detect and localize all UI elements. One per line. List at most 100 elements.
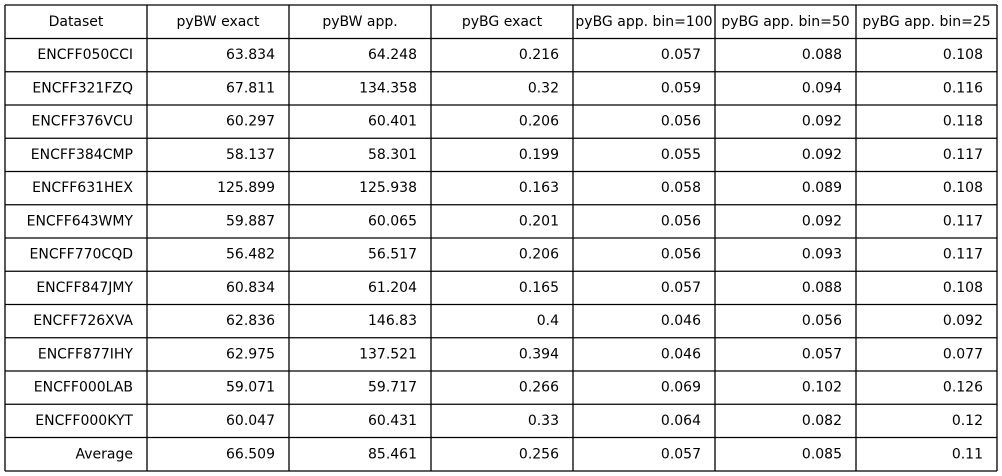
header-cell: pyBG app. bin=25: [862, 14, 990, 30]
data-cell: 0.092: [802, 213, 842, 229]
data-cell: 60.431: [368, 413, 417, 429]
data-cell: 0.33: [528, 413, 559, 429]
row-label-cell: ENCFF376VCU: [31, 114, 133, 130]
data-cell: 63.834: [226, 47, 275, 63]
data-cell: 0.056: [661, 114, 701, 130]
data-cell: 0.064: [661, 413, 701, 429]
data-cell: 60.065: [368, 213, 417, 229]
data-cell: 56.482: [226, 247, 275, 263]
data-cell: 0.256: [519, 446, 559, 462]
data-cell: 0.057: [661, 280, 701, 296]
data-cell: 0.092: [802, 147, 842, 163]
row-label-cell: ENCFF726XVA: [33, 313, 133, 329]
table-text: Dataset pyBW exact pyBW app. pyBG exact pyBG…: [27, 14, 991, 463]
data-cell: 60.834: [226, 280, 275, 296]
data-cell: 59.887: [226, 213, 275, 229]
data-cell: 0.126: [943, 380, 983, 396]
data-cell: 60.297: [226, 114, 275, 130]
data-cell: 0.093: [802, 247, 842, 263]
header-cell: pyBW exact: [177, 14, 260, 30]
data-cell: 134.358: [359, 80, 417, 96]
data-cell: 0.077: [943, 346, 983, 362]
data-cell: 0.165: [519, 280, 559, 296]
data-cell: 0.057: [661, 47, 701, 63]
row-label-cell: ENCFF000LAB: [34, 380, 133, 396]
data-cell: 0.206: [519, 247, 559, 263]
data-cell: 0.055: [661, 147, 701, 163]
data-cell: 67.811: [226, 80, 275, 96]
data-cell: 0.266: [519, 380, 559, 396]
data-cell: 0.199: [519, 147, 559, 163]
data-cell: 0.12: [952, 413, 983, 429]
data-cell: 0.117: [943, 247, 983, 263]
data-cell: 59.071: [226, 380, 275, 396]
data-cell: 0.11: [952, 446, 983, 462]
data-cell: 66.509: [226, 446, 275, 462]
data-cell: 85.461: [368, 446, 417, 462]
data-cell: 0.201: [519, 213, 559, 229]
row-label-cell: ENCFF321FZQ: [32, 80, 133, 96]
header-cell: Dataset: [49, 14, 104, 30]
row-label-cell: ENCFF050CCI: [37, 47, 133, 63]
data-cell: 0.088: [802, 280, 842, 296]
data-cell: 0.057: [802, 346, 842, 362]
data-cell: 59.717: [368, 380, 417, 396]
data-cell: 0.092: [943, 313, 983, 329]
data-cell: 0.046: [661, 346, 701, 362]
data-cell: 146.83: [368, 313, 417, 329]
data-cell: 0.163: [519, 180, 559, 196]
row-label-cell: ENCFF000KYT: [35, 413, 133, 429]
data-cell: 0.057: [661, 446, 701, 462]
data-cell: 56.517: [368, 247, 417, 263]
data-cell: 0.085: [802, 446, 842, 462]
data-cell: 61.204: [368, 280, 417, 296]
row-label-cell: Average: [76, 446, 134, 462]
data-cell: 58.137: [226, 147, 275, 163]
data-cell: 0.206: [519, 114, 559, 130]
data-cell: 0.058: [661, 180, 701, 196]
table-grid: [4, 4, 998, 472]
data-cell: 0.059: [661, 80, 701, 96]
data-cell: 0.102: [802, 380, 842, 396]
row-label-cell: ENCFF847JMY: [36, 280, 133, 296]
data-cell: 0.069: [661, 380, 701, 396]
header-cell: pyBG app. bin=100: [575, 14, 712, 30]
data-cell: 125.938: [359, 180, 417, 196]
data-cell: 0.056: [661, 213, 701, 229]
data-cell: 137.521: [359, 346, 417, 362]
data-cell: 0.116: [943, 80, 983, 96]
data-cell: 0.056: [661, 247, 701, 263]
data-cell: 0.088: [802, 47, 842, 63]
data-cell: 60.047: [226, 413, 275, 429]
data-cell: 62.975: [226, 346, 275, 362]
data-cell: 0.108: [943, 280, 983, 296]
data-cell: 125.899: [217, 180, 275, 196]
data-cell: 60.401: [368, 114, 417, 130]
data-cell: 0.117: [943, 147, 983, 163]
data-cell: 0.108: [943, 47, 983, 63]
data-cell: 0.089: [802, 180, 842, 196]
header-cell: pyBG app. bin=50: [721, 14, 849, 30]
header-cell: pyBW app.: [322, 14, 397, 30]
data-cell: 0.094: [802, 80, 842, 96]
row-label-cell: ENCFF770CQD: [30, 247, 134, 263]
data-cell: 0.082: [802, 413, 842, 429]
header-cell: pyBG exact: [462, 14, 543, 30]
data-cell: 0.4: [537, 313, 559, 329]
data-cell: 0.32: [528, 80, 559, 96]
data-cell: 0.118: [943, 114, 983, 130]
data-cell: 0.117: [943, 213, 983, 229]
data-cell: 0.394: [519, 346, 559, 362]
row-label-cell: ENCFF877IHY: [38, 346, 134, 362]
data-cell: 0.046: [661, 313, 701, 329]
data-cell: 0.216: [519, 47, 559, 63]
data-cell: 0.108: [943, 180, 983, 196]
row-label-cell: ENCFF384CMP: [31, 147, 133, 163]
data-cell: 58.301: [368, 147, 417, 163]
data-cell: 0.092: [802, 114, 842, 130]
data-cell: 62.836: [226, 313, 275, 329]
data-cell: 0.056: [802, 313, 842, 329]
data-cell: 64.248: [368, 47, 417, 63]
row-label-cell: ENCFF631HEX: [32, 180, 133, 196]
